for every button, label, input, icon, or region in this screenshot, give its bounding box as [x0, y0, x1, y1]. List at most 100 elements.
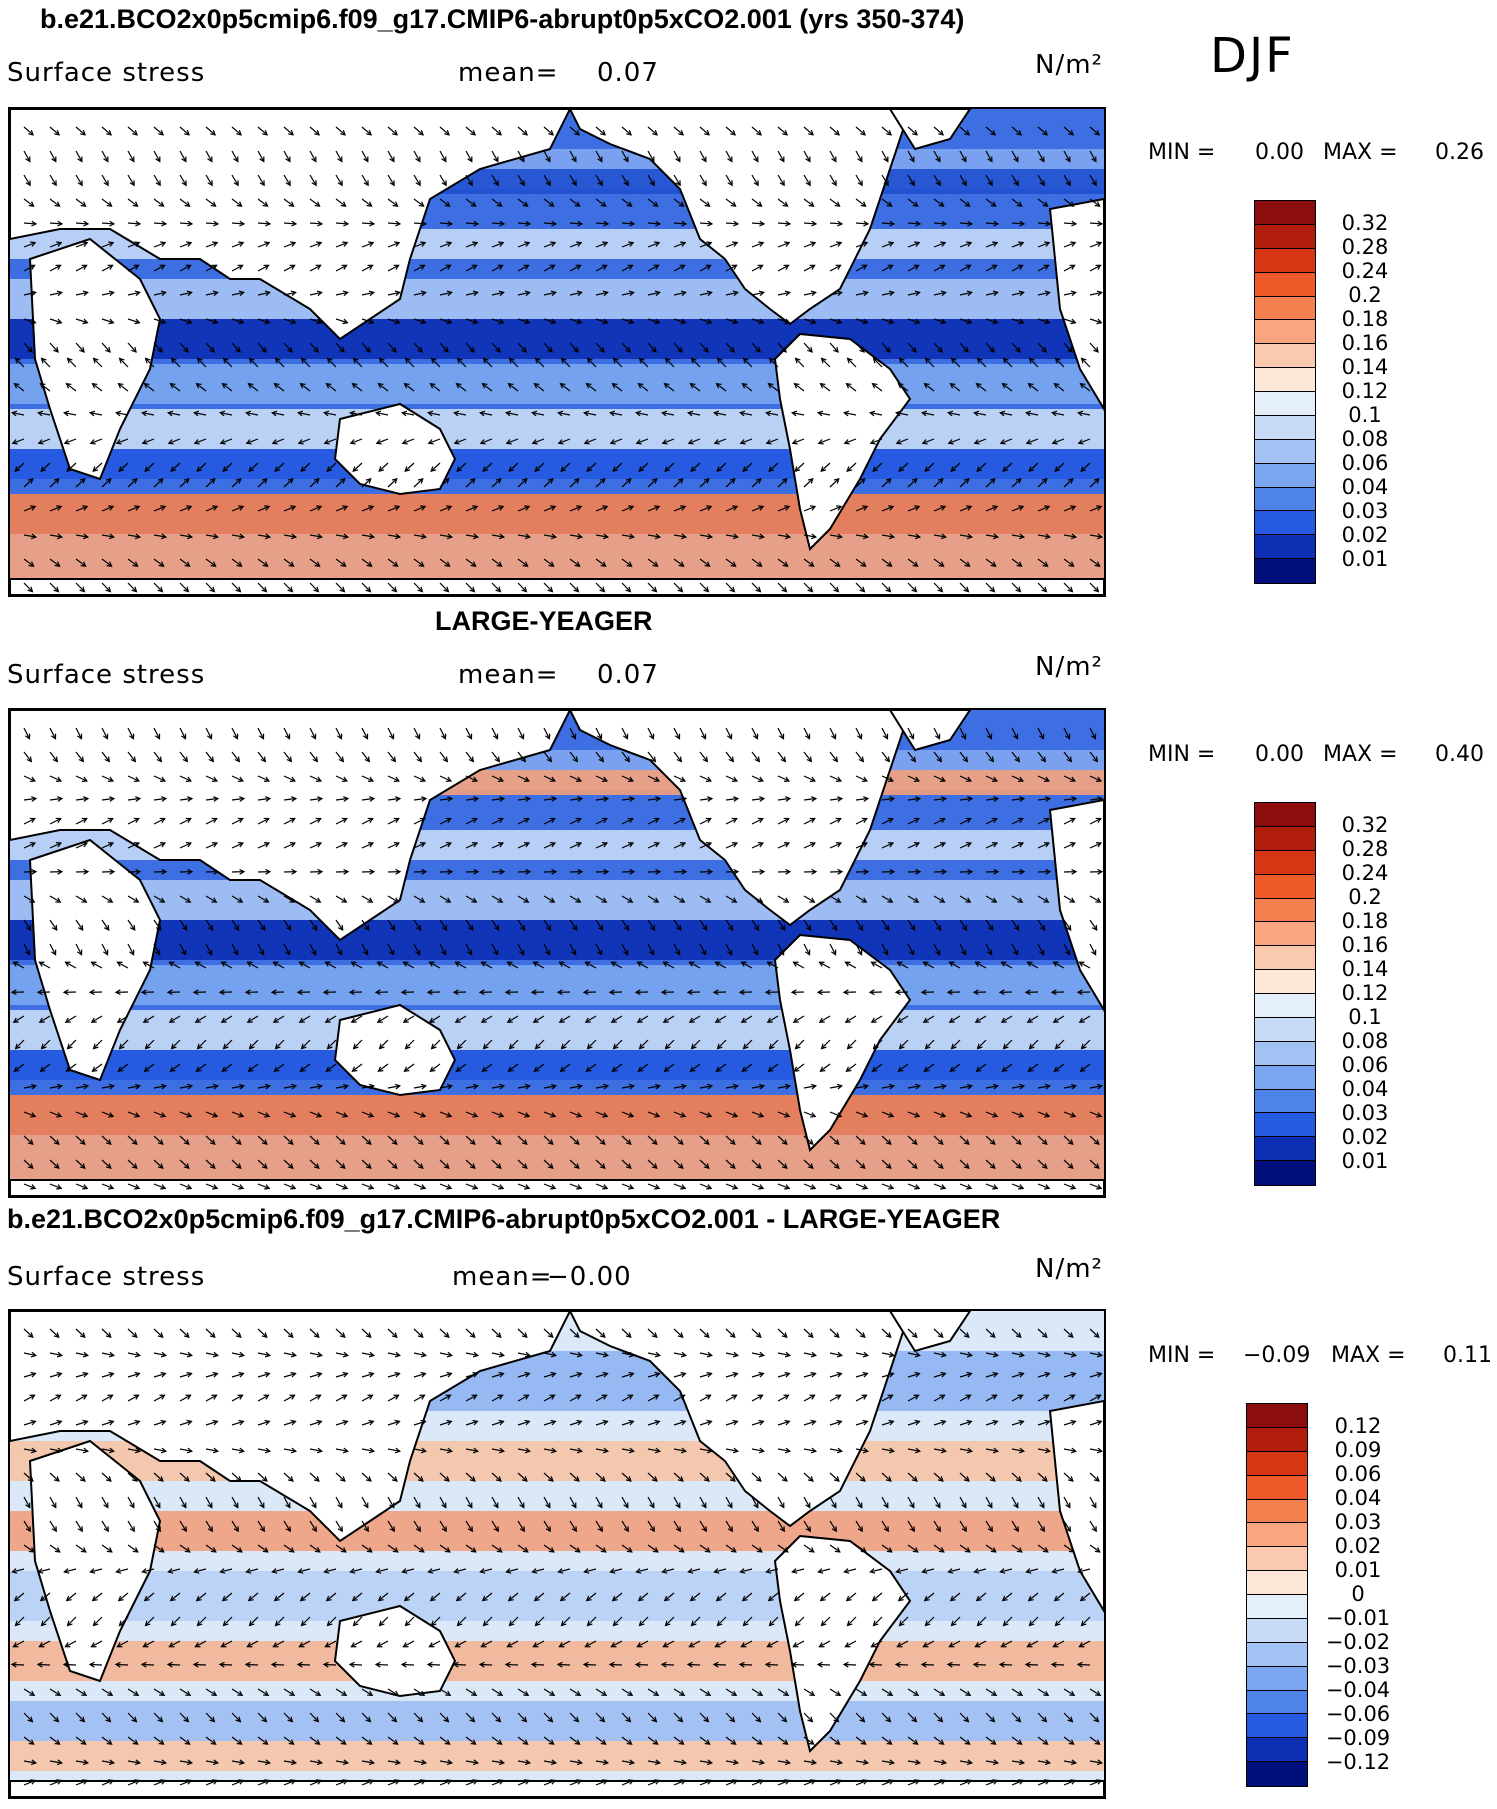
- continent-outline: [773, 1534, 912, 1753]
- colorbar-tick-label: 0.1: [1348, 403, 1382, 427]
- continent-outline: [10, 578, 1104, 595]
- colorbar-tick-label: −0.03: [1325, 1654, 1391, 1678]
- colorbar-tick-label: 0.03: [1334, 1510, 1382, 1534]
- colorbar-swatch: [1247, 1475, 1307, 1500]
- colorbar-swatch: [1255, 1017, 1315, 1042]
- continent-outline: [10, 710, 572, 942]
- colorbar-tick-label: 0.32: [1341, 211, 1389, 235]
- colorbar-tick-label: −0.01: [1325, 1606, 1391, 1630]
- colorbar-swatch: [1255, 201, 1315, 225]
- map-field: [10, 109, 1104, 595]
- colorbar-swatch: [1247, 1666, 1307, 1691]
- colorbar-swatch: [1247, 1404, 1307, 1428]
- colorbar-tick-label: 0.09: [1334, 1438, 1382, 1462]
- panel-3-max-label: MAX =: [1331, 1343, 1406, 1368]
- colorbar-tick-label: −0.09: [1325, 1726, 1391, 1750]
- colorbar-swatch: [1255, 224, 1315, 249]
- colorbar-tick-label: 0.32: [1341, 813, 1389, 837]
- colorbar-swatch: [1255, 1137, 1315, 1162]
- colorbar-tick-label: 0.08: [1341, 427, 1389, 451]
- colorbar-tick-label: 0.24: [1341, 259, 1389, 283]
- colorbar-swatch: [1255, 970, 1315, 994]
- continent-outline: [568, 109, 912, 326]
- colorbar-tick-label: 0.04: [1341, 475, 1389, 499]
- colorbar-tick-label: 0.06: [1341, 451, 1389, 475]
- colorbar-tick-label: 0.16: [1341, 331, 1389, 355]
- colorbar-swatch: [1255, 874, 1315, 899]
- colorbar-swatch: [1255, 559, 1315, 583]
- colorbar-tick-label: 0.12: [1341, 379, 1389, 403]
- colorbar-swatch: [1247, 1762, 1307, 1786]
- panel-3-mean-value: −0.00: [547, 1262, 632, 1292]
- continent-outline: [888, 109, 972, 151]
- colorbar-swatch: [1255, 803, 1315, 827]
- continent-outline: [568, 1311, 912, 1528]
- panel-3-field-label: Surface stress: [7, 1262, 206, 1292]
- colorbar-swatch: [1255, 1161, 1315, 1185]
- colorbar-swatch: [1247, 1642, 1307, 1667]
- colorbar-tick-label: 0.02: [1334, 1534, 1382, 1558]
- colorbar-tick-label: −0.04: [1325, 1678, 1391, 1702]
- panel-3-map-svg: [10, 1311, 1104, 1797]
- continent-outline: [10, 1311, 572, 1543]
- colorbar-swatch: [1255, 922, 1315, 947]
- wind-stress-vectors: [10, 727, 1104, 1190]
- panel-2-title: LARGE-YEAGER: [435, 606, 653, 636]
- colorbar-tick-label: 0.14: [1341, 957, 1389, 981]
- panel-2-min-label: MIN =: [1148, 742, 1216, 767]
- colorbar-swatch: [1247, 1547, 1307, 1572]
- continent-outline: [568, 710, 912, 927]
- panel-2-colorbar: [1254, 802, 1316, 1186]
- panel-1-title: b.e21.BCO2x0p5cmip6.f09_g17.CMIP6-abrupt…: [40, 4, 965, 34]
- continent-outline: [1048, 197, 1104, 411]
- panel-3-title: b.e21.BCO2x0p5cmip6.f09_g17.CMIP6-abrupt…: [7, 1204, 1001, 1234]
- panel-3-mean-label: mean=: [452, 1262, 553, 1292]
- colorbar-swatch: [1255, 535, 1315, 560]
- colorbar-tick-label: 0.1: [1348, 1005, 1382, 1029]
- colorbar-swatch: [1255, 463, 1315, 488]
- colorbar-swatch: [1255, 1041, 1315, 1066]
- panel-3-min-label: MIN =: [1148, 1343, 1216, 1368]
- land-masses: [10, 710, 1104, 1196]
- colorbar-swatch: [1255, 487, 1315, 512]
- wind-stress-vectors: [10, 126, 1104, 593]
- panel-3-max-value: 0.11: [1443, 1343, 1492, 1368]
- colorbar-tick-label: 0.01: [1341, 547, 1389, 571]
- continent-outline: [28, 1439, 162, 1683]
- colorbar-tick-label: 0.06: [1341, 1053, 1389, 1077]
- colorbar-tick-label: 0.06: [1334, 1462, 1382, 1486]
- colorbar-tick-label: 0.03: [1341, 1101, 1389, 1125]
- colorbar-swatch: [1247, 1690, 1307, 1715]
- wind-stress-vectors: [10, 1328, 1104, 1786]
- colorbar-tick-label: 0.24: [1341, 861, 1389, 885]
- colorbar-swatch: [1247, 1523, 1307, 1548]
- colorbar-tick-label: 0.18: [1341, 909, 1389, 933]
- colorbar-swatch: [1247, 1595, 1307, 1619]
- colorbar-swatch: [1255, 439, 1315, 464]
- continent-outline: [1048, 1399, 1104, 1613]
- colorbar-swatch: [1255, 1113, 1315, 1138]
- colorbar-tick-label: 0.04: [1334, 1486, 1382, 1510]
- colorbar-tick-label: 0.12: [1334, 1414, 1382, 1438]
- colorbar-tick-label: 0.2: [1348, 885, 1382, 909]
- season-label: DJF: [1210, 28, 1295, 84]
- colorbar-tick-label: −0.06: [1325, 1702, 1391, 1726]
- panel-2-units: N/m²: [1035, 652, 1103, 682]
- continent-outline: [888, 1311, 972, 1353]
- colorbar-tick-label: 0.16: [1341, 933, 1389, 957]
- colorbar-swatch: [1255, 1089, 1315, 1114]
- panel-2-field-label: Surface stress: [7, 660, 206, 690]
- colorbar-tick-label: 0.2: [1348, 283, 1382, 307]
- colorbar-tick-label: 0.28: [1341, 837, 1389, 861]
- panel-2-mean-label: mean=: [458, 660, 559, 690]
- colorbar-swatch: [1247, 1618, 1307, 1643]
- colorbar-swatch: [1255, 826, 1315, 851]
- panel-1-max-value: 0.26: [1435, 140, 1484, 165]
- panel-1-map-svg: [10, 109, 1104, 595]
- colorbar-tick-label: 0.28: [1341, 235, 1389, 259]
- panel-3-units: N/m²: [1035, 1254, 1103, 1284]
- colorbar-tick-label: 0.08: [1341, 1029, 1389, 1053]
- colorbar-swatch: [1255, 946, 1315, 971]
- colorbar-tick-label: −0.12: [1325, 1750, 1391, 1774]
- colorbar-tick-label: 0: [1351, 1582, 1365, 1606]
